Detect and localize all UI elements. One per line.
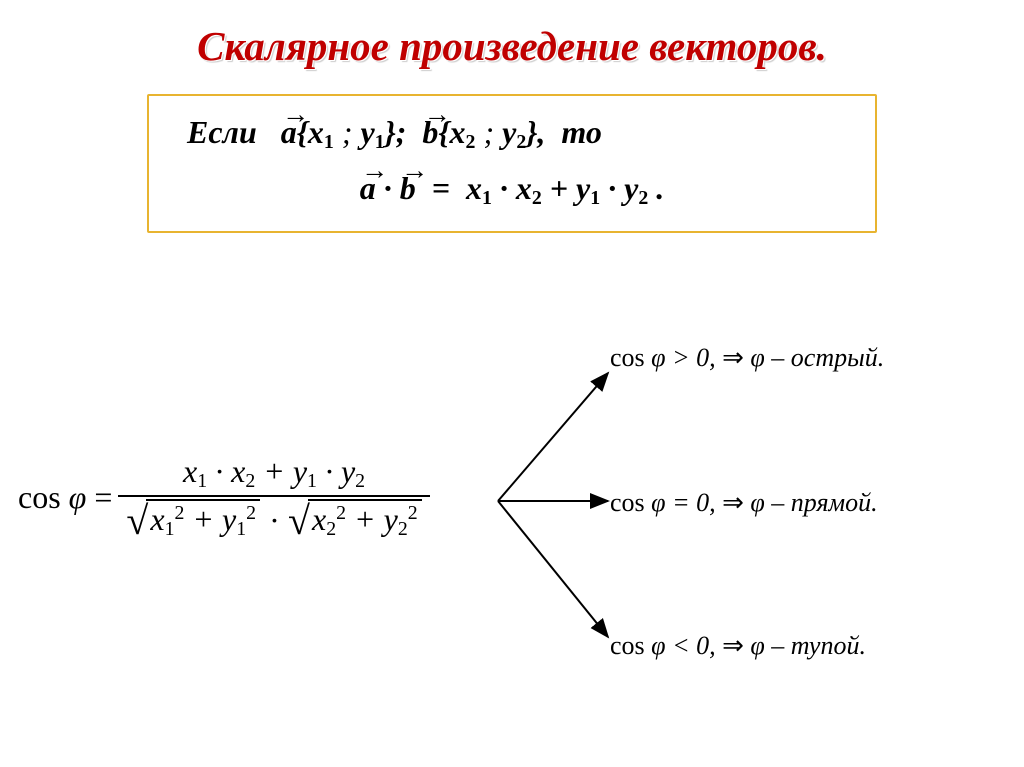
s2-bi: 2 xyxy=(398,518,408,540)
box-line-2: →a · →b = x1 · x2 + y1 · y2 . xyxy=(167,164,857,214)
prod-a: →a xyxy=(360,164,376,214)
c2-word: прямой. xyxy=(791,488,878,517)
s1-ai: 1 xyxy=(165,518,175,540)
prod-b: →b xyxy=(400,164,416,214)
sqrt-2: √ x22 + y22 xyxy=(288,499,422,541)
rhs-y1: y xyxy=(576,170,590,206)
phi-label: φ xyxy=(69,479,87,515)
c3-phi: φ xyxy=(750,631,764,660)
case-right: cos φ = 0, ⇒ φ – прямой. xyxy=(610,488,878,518)
rhs-i2: 2 xyxy=(532,187,542,209)
cos-label: cos xyxy=(18,479,61,515)
c1-dash: – xyxy=(771,343,784,372)
case-obtuse: cos φ < 0, ⇒ φ – тупой. xyxy=(610,631,866,661)
num-j1: 1 xyxy=(307,470,317,492)
rhs-x2: x xyxy=(516,170,532,206)
numerator: x1 · x2 + y1 · y2 xyxy=(177,453,371,495)
eq-sign: = xyxy=(94,479,112,515)
c2-dash: – xyxy=(771,488,784,517)
s2-a: x xyxy=(312,501,326,537)
c1-arrow: ⇒ xyxy=(722,343,744,372)
c2-phi: φ xyxy=(750,488,764,517)
formula-box: Если →a{x1 ; y1}; →b{x2 ; y2}, то →a · →… xyxy=(147,94,877,233)
rhs-j1: 1 xyxy=(590,187,600,209)
case-acute: cos φ > 0, ⇒ φ – острый. xyxy=(610,343,884,373)
s1-b: y xyxy=(222,501,236,537)
c3-arrow: ⇒ xyxy=(722,631,744,660)
page-title: Скалярное произведение векторов. xyxy=(0,0,1024,70)
s1-bi: 1 xyxy=(236,518,246,540)
box-line-1: Если →a{x1 ; y1}; →b{x2 ; y2}, то xyxy=(167,108,857,158)
num-x1: x xyxy=(183,453,197,489)
c3-word: тупой. xyxy=(791,631,866,660)
lower-region: cos φ = x1 · x2 + y1 · y2 √ x12 + y12 · … xyxy=(0,333,1024,693)
s2-b: y xyxy=(384,501,398,537)
cos-formula: cos φ = x1 · x2 + y1 · y2 √ x12 + y12 · … xyxy=(18,453,430,541)
b-yi: 2 xyxy=(516,131,526,153)
num-x2: x xyxy=(231,453,245,489)
num-y1: y xyxy=(293,453,307,489)
num-i2: 2 xyxy=(245,470,255,492)
s2-ai: 2 xyxy=(326,518,336,540)
rhs-i1: 1 xyxy=(482,187,492,209)
b-xi: 2 xyxy=(466,131,476,153)
c1-phi: φ xyxy=(750,343,764,372)
rhs-x1: x xyxy=(466,170,482,206)
vector-a: →a xyxy=(281,108,297,158)
num-j2: 2 xyxy=(355,470,365,492)
prefix: Если xyxy=(187,114,257,150)
a-xi: 1 xyxy=(324,131,334,153)
b-y: y xyxy=(502,114,516,150)
rhs-j2: 2 xyxy=(638,187,648,209)
rhs-y2: y xyxy=(624,170,638,206)
c1-word: острый. xyxy=(791,343,884,372)
num-y2: y xyxy=(341,453,355,489)
s1-a: x xyxy=(150,501,164,537)
denominator: √ x12 + y12 · √ x22 + y22 xyxy=(118,497,429,541)
b-x: x xyxy=(450,114,466,150)
a-x: x xyxy=(308,114,324,150)
a-y: y xyxy=(360,114,374,150)
fraction: x1 · x2 + y1 · y2 √ x12 + y12 · √ x22 + … xyxy=(118,453,429,541)
num-i1: 1 xyxy=(197,470,207,492)
c2-arrow: ⇒ xyxy=(722,488,744,517)
sqrt-1: √ x12 + y12 xyxy=(126,499,260,541)
suffix: то xyxy=(561,114,601,150)
c3-dash: – xyxy=(771,631,784,660)
